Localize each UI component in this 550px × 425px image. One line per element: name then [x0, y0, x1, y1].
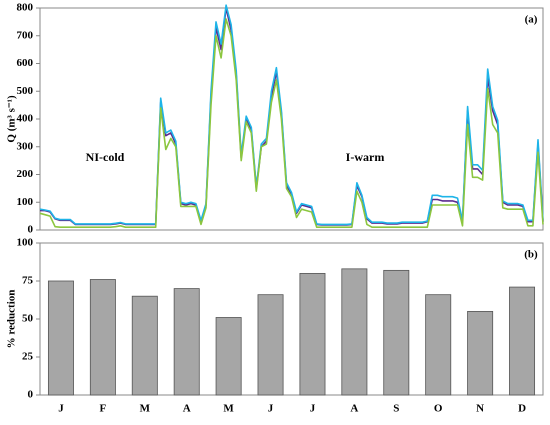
- bar: [341, 268, 368, 396]
- y-tick-label: 0: [28, 389, 34, 401]
- panel-label: (a): [525, 14, 538, 26]
- bar: [467, 310, 494, 396]
- y-tick-label: 400: [17, 113, 34, 125]
- line-series: [39, 4, 544, 226]
- bar: [509, 286, 536, 396]
- bar: [215, 317, 242, 396]
- bar: [89, 279, 116, 396]
- x-tick-label: M: [140, 403, 151, 415]
- x-tick-label: S: [393, 403, 399, 415]
- x-tick-label: A: [350, 403, 358, 415]
- x-tick-label: F: [100, 403, 107, 415]
- bar: [131, 295, 158, 396]
- y-tick-label: 800: [17, 2, 34, 14]
- y-tick-label: 25: [22, 351, 34, 363]
- y-tick-label: 75: [22, 275, 34, 287]
- y-tick-label: 600: [17, 57, 34, 69]
- x-tick-label: M: [223, 403, 234, 415]
- x-tick-label: A: [183, 403, 191, 415]
- bar: [299, 272, 326, 396]
- annotation: I-warm: [346, 150, 385, 164]
- y-tick-label: 700: [17, 29, 34, 41]
- y-tick-label: 300: [17, 140, 34, 152]
- bar: [173, 288, 200, 396]
- y-tick-label: 100: [17, 237, 34, 249]
- y-axis-label: % reduction: [6, 290, 18, 349]
- x-tick-label: J: [268, 403, 274, 415]
- line-series: [39, 18, 544, 228]
- y-tick-label: 0: [28, 224, 34, 236]
- y-axis-label: Q (m³ s⁻¹): [6, 95, 18, 143]
- y-tick-label: 50: [22, 313, 34, 325]
- y-tick-label: 500: [17, 85, 34, 97]
- bar: [383, 269, 410, 396]
- x-tick-label: D: [518, 403, 526, 415]
- x-tick-label: J: [310, 403, 316, 415]
- bar: [425, 294, 452, 396]
- x-tick-label: O: [434, 403, 443, 415]
- bar: [257, 294, 284, 396]
- panel-label: (b): [524, 249, 538, 261]
- y-tick-label: 100: [17, 196, 34, 208]
- y-tick-label: 200: [17, 168, 34, 180]
- annotation: NI-cold: [86, 150, 125, 164]
- x-tick-label: J: [58, 403, 64, 415]
- bar: [47, 280, 74, 396]
- x-tick-label: N: [476, 403, 484, 415]
